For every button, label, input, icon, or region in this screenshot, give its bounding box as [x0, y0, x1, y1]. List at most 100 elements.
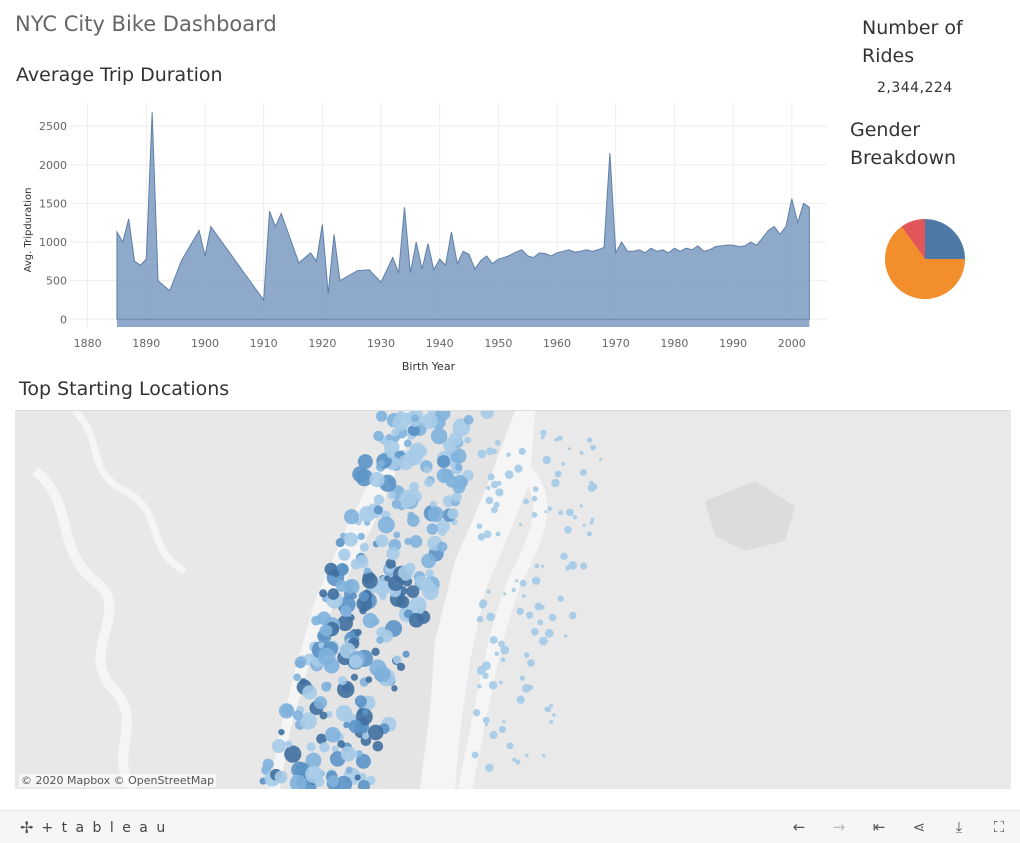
- station-dot[interactable]: [560, 552, 568, 561]
- station-dot[interactable]: [541, 564, 545, 568]
- station-dot[interactable]: [447, 508, 459, 520]
- station-dot[interactable]: [350, 673, 359, 681]
- station-dot[interactable]: [587, 483, 597, 492]
- station-dot[interactable]: [319, 742, 330, 753]
- station-dot[interactable]: [324, 726, 341, 743]
- station-dot[interactable]: [438, 527, 447, 537]
- station-dot[interactable]: [385, 434, 393, 442]
- station-dot[interactable]: [317, 611, 331, 626]
- station-dot[interactable]: [299, 678, 307, 685]
- pie-slice[interactable]: [925, 219, 965, 259]
- station-dot[interactable]: [271, 738, 286, 754]
- station-dot[interactable]: [377, 516, 395, 534]
- top-starting-locations-map[interactable]: © 2020 Mapbox © OpenStreetMap: [15, 410, 1011, 789]
- station-dot[interactable]: [564, 634, 568, 638]
- station-dot[interactable]: [539, 636, 548, 646]
- station-dot[interactable]: [479, 599, 488, 608]
- station-dot[interactable]: [374, 665, 391, 683]
- station-dot[interactable]: [511, 587, 516, 593]
- station-dot[interactable]: [343, 721, 350, 729]
- station-dot[interactable]: [464, 436, 472, 444]
- station-dot[interactable]: [406, 585, 420, 599]
- station-dot[interactable]: [568, 611, 577, 620]
- station-dot[interactable]: [491, 448, 498, 455]
- station-dot[interactable]: [408, 448, 421, 461]
- station-dot[interactable]: [335, 775, 353, 789]
- area-series[interactable]: [116, 112, 810, 320]
- station-dot[interactable]: [557, 595, 564, 602]
- station-dot[interactable]: [407, 425, 418, 436]
- station-dot[interactable]: [477, 533, 486, 541]
- trip-duration-area-chart[interactable]: 1880 1890 1900 1910 1920 1930 1940 1950 1960 1970…: [15, 95, 835, 380]
- station-dot[interactable]: [463, 414, 474, 425]
- station-dot[interactable]: [316, 733, 327, 745]
- station-dot[interactable]: [548, 613, 557, 622]
- station-dot[interactable]: [324, 562, 338, 576]
- station-dot[interactable]: [558, 510, 564, 516]
- station-dot[interactable]: [521, 594, 526, 598]
- station-dot[interactable]: [402, 650, 410, 658]
- station-dot[interactable]: [305, 752, 322, 769]
- station-dot[interactable]: [537, 619, 544, 626]
- station-dot[interactable]: [526, 611, 534, 619]
- station-dot[interactable]: [590, 444, 596, 451]
- station-dot[interactable]: [391, 685, 398, 692]
- station-dot[interactable]: [494, 439, 501, 446]
- station-dot[interactable]: [375, 582, 390, 597]
- station-dot[interactable]: [294, 656, 307, 669]
- map-canvas[interactable]: [15, 411, 1011, 789]
- station-dot[interactable]: [494, 651, 500, 657]
- station-dot[interactable]: [362, 732, 370, 740]
- station-dot[interactable]: [488, 681, 498, 690]
- station-dot[interactable]: [393, 531, 401, 539]
- station-dot[interactable]: [362, 708, 369, 716]
- station-dot[interactable]: [544, 706, 550, 712]
- station-dot[interactable]: [527, 659, 535, 667]
- station-dot[interactable]: [436, 541, 448, 553]
- station-dot[interactable]: [391, 428, 400, 437]
- station-dot[interactable]: [318, 642, 325, 649]
- station-dot[interactable]: [339, 605, 352, 618]
- station-dot[interactable]: [404, 562, 416, 574]
- station-dot[interactable]: [335, 704, 353, 722]
- station-dot[interactable]: [306, 742, 316, 752]
- station-dot[interactable]: [331, 745, 339, 753]
- gender-pie-chart[interactable]: [880, 215, 970, 305]
- station-dot[interactable]: [319, 589, 328, 598]
- station-dot[interactable]: [530, 627, 539, 636]
- station-dot[interactable]: [544, 628, 554, 638]
- tableau-logo[interactable]: ✢ + t a b l e a u: [20, 818, 167, 837]
- station-dot[interactable]: [284, 740, 293, 748]
- station-dot[interactable]: [426, 523, 439, 535]
- download-button[interactable]: ⤓: [946, 815, 972, 839]
- station-dot[interactable]: [421, 553, 436, 569]
- station-dot[interactable]: [262, 758, 274, 770]
- station-dot[interactable]: [355, 554, 369, 569]
- station-dot[interactable]: [532, 486, 539, 492]
- station-dot[interactable]: [586, 437, 593, 443]
- station-dot[interactable]: [519, 579, 527, 587]
- station-dot[interactable]: [565, 565, 571, 571]
- station-dot[interactable]: [567, 447, 571, 451]
- station-dot[interactable]: [435, 411, 451, 421]
- station-dot[interactable]: [387, 575, 404, 592]
- station-dot[interactable]: [483, 530, 492, 539]
- station-dot[interactable]: [327, 588, 340, 600]
- station-dot[interactable]: [424, 478, 434, 488]
- pie-slice[interactable]: [885, 226, 965, 299]
- station-dot[interactable]: [516, 607, 524, 616]
- station-dot[interactable]: [363, 567, 372, 575]
- station-dot[interactable]: [343, 532, 358, 547]
- station-dot[interactable]: [502, 720, 506, 724]
- station-dot[interactable]: [337, 680, 355, 699]
- station-dot[interactable]: [590, 517, 595, 522]
- station-dot[interactable]: [327, 775, 340, 787]
- station-dots[interactable]: [259, 411, 603, 789]
- station-dot[interactable]: [498, 725, 507, 734]
- station-dot[interactable]: [477, 684, 482, 689]
- station-dot[interactable]: [345, 580, 355, 589]
- station-dot[interactable]: [564, 526, 572, 534]
- station-dot[interactable]: [448, 432, 463, 447]
- station-dot[interactable]: [357, 779, 370, 789]
- station-dot[interactable]: [485, 496, 494, 505]
